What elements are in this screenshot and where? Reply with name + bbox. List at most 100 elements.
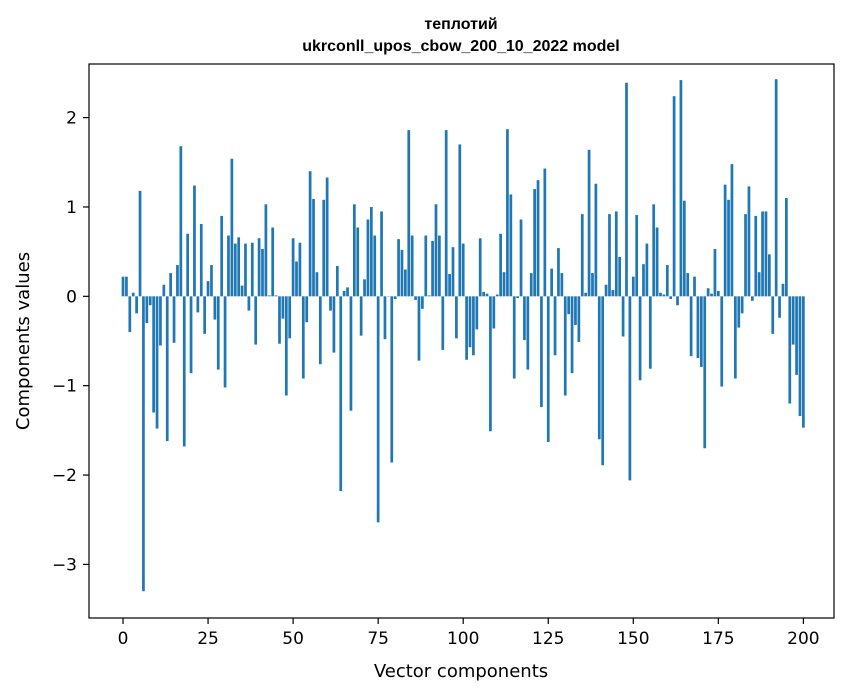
bar-5: [138, 190, 142, 297]
bar-107: [485, 293, 489, 297]
bar-140: [597, 296, 601, 440]
y-tick-label: 2: [66, 109, 77, 129]
bar-52: [298, 242, 302, 297]
bar-171: [703, 296, 707, 449]
bar-30: [223, 296, 227, 388]
bar-129: [560, 273, 564, 297]
bar-8: [148, 296, 152, 306]
bar-74: [373, 235, 377, 297]
bar-11: [159, 296, 162, 346]
bar-125: [546, 296, 550, 442]
bar-158: [659, 292, 662, 297]
bar-165: [682, 200, 686, 297]
bar-153: [642, 264, 645, 297]
bar-71: [363, 279, 366, 297]
bar-195: [785, 198, 788, 297]
bar-50: [291, 238, 295, 297]
bar-37: [247, 296, 251, 311]
bar-69: [356, 227, 360, 297]
bar-81: [397, 239, 400, 297]
bar-197: [791, 296, 795, 345]
bar-181: [737, 296, 741, 328]
x-tick-label: 150: [617, 629, 649, 649]
bar-51: [295, 261, 298, 297]
bar-55: [308, 171, 312, 297]
bar-149: [628, 296, 632, 481]
bar-36: [244, 243, 247, 297]
bar-196: [788, 296, 792, 404]
bar-199: [798, 296, 802, 417]
y-tick-label: 0: [66, 287, 77, 307]
bar-57: [315, 272, 319, 297]
bar-143: [608, 214, 611, 297]
bar-189: [764, 211, 768, 297]
bar-138: [591, 273, 594, 297]
bar-114: [509, 194, 513, 297]
bar-89: [424, 235, 428, 297]
bar-168: [693, 276, 696, 297]
x-tick-label: 200: [787, 629, 819, 649]
bar-144: [611, 290, 615, 297]
bar-188: [761, 211, 764, 297]
bar-40: [257, 238, 261, 297]
bar-16: [176, 265, 179, 297]
bar-135: [580, 214, 584, 297]
bar-141: [601, 296, 605, 466]
bar-167: [689, 296, 693, 357]
bar-48: [284, 296, 288, 396]
bar-60: [325, 177, 329, 297]
bar-83: [404, 269, 407, 297]
y-tick-label: −3: [52, 555, 77, 575]
bar-56: [312, 198, 315, 297]
bar-28: [216, 296, 220, 370]
y-tick-label: −1: [52, 377, 77, 397]
bar-95: [444, 130, 448, 297]
bar-96: [448, 273, 451, 297]
bar-13: [165, 296, 169, 442]
bar-142: [604, 284, 608, 297]
x-tick-label: 25: [197, 629, 219, 649]
bar-14: [169, 273, 172, 297]
bar-10: [155, 296, 159, 429]
bar-152: [638, 296, 642, 381]
bar-184: [747, 186, 751, 297]
bar-160: [665, 265, 669, 297]
bar-148: [625, 82, 628, 297]
bar-110: [495, 294, 499, 297]
bar-133: [574, 296, 577, 325]
bar-156: [652, 204, 656, 297]
bar-93: [438, 235, 441, 297]
bar-173: [710, 293, 713, 297]
bar-1: [125, 276, 128, 297]
plot-frame: [88, 63, 835, 619]
bar-0: [121, 276, 125, 297]
bar-159: [662, 294, 666, 297]
bar-86: [414, 296, 417, 300]
bar-169: [696, 296, 700, 358]
bar-90: [427, 295, 431, 297]
bar-122: [536, 180, 540, 297]
bar-172: [706, 288, 710, 297]
bar-6: [142, 296, 145, 592]
bar-59: [322, 199, 326, 297]
bar-61: [329, 296, 332, 311]
bar-23: [199, 223, 203, 297]
bar-175: [716, 290, 720, 297]
bar-106: [482, 291, 485, 297]
x-tick-label: 100: [447, 629, 479, 649]
bar-111: [499, 233, 502, 297]
x-tick-label: 125: [532, 629, 564, 649]
bar-44: [271, 227, 275, 297]
bar-137: [587, 149, 591, 297]
bar-151: [635, 215, 639, 297]
bar-39: [254, 296, 258, 345]
bar-70: [359, 296, 363, 336]
bar-198: [795, 296, 798, 375]
bar-162: [672, 96, 676, 297]
bar-130: [563, 296, 567, 396]
bar-7: [145, 296, 149, 324]
bar-65: [342, 290, 346, 297]
x-axis-ticks: 0 25 50 75 100 125 150 175 200: [118, 618, 820, 649]
bar-84: [407, 130, 411, 297]
